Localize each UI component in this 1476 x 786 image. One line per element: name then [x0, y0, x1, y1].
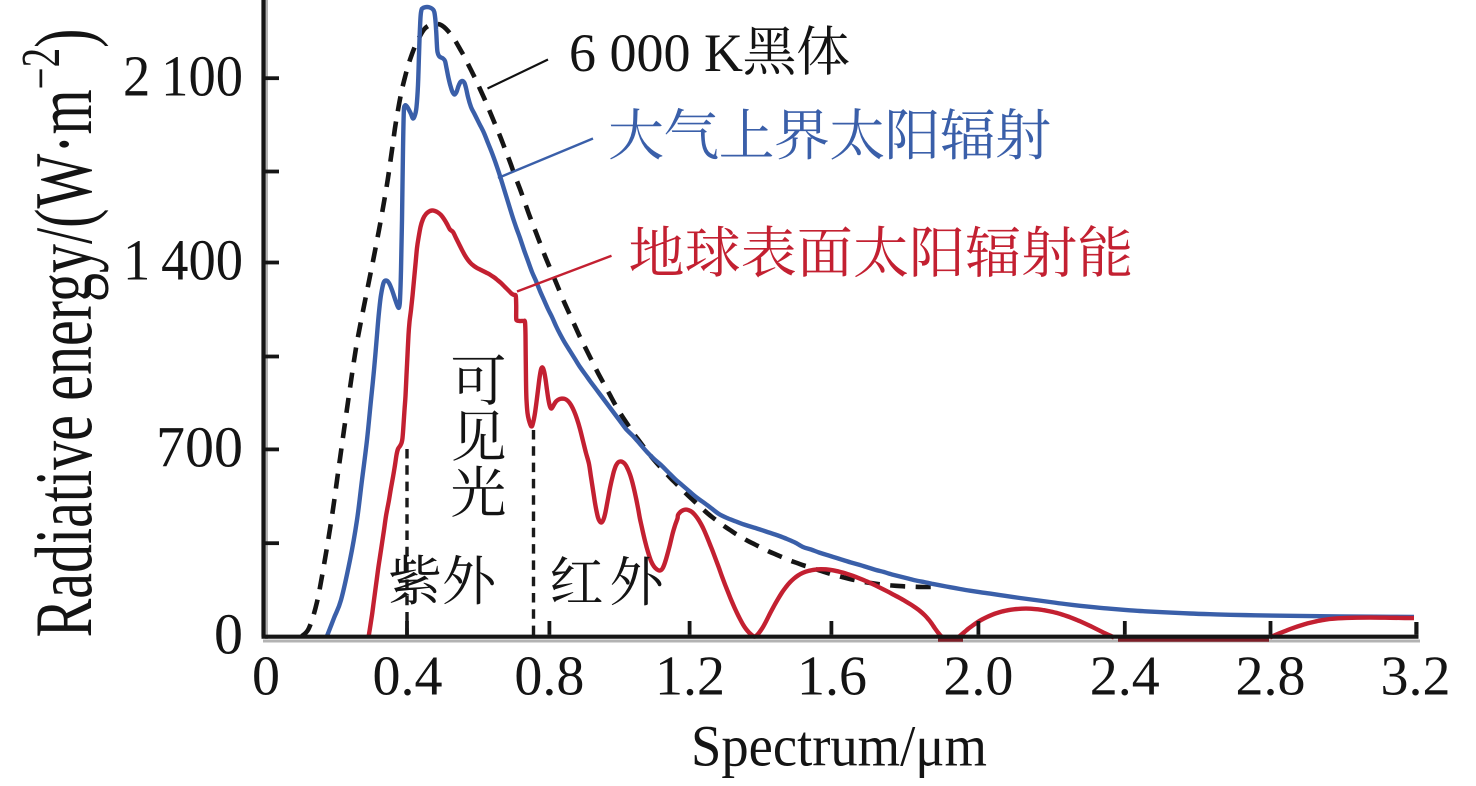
svg-text:1 400: 1 400: [123, 228, 243, 293]
svg-text:700: 700: [156, 415, 243, 480]
svg-text:2.0: 2.0: [943, 646, 1013, 708]
svg-text:2 100: 2 100: [123, 44, 243, 109]
svg-text:0.8: 0.8: [514, 646, 584, 708]
svg-text:2.4: 2.4: [1090, 646, 1160, 708]
svg-text:0: 0: [252, 646, 280, 708]
svg-text:6 000 K: 6 000 K: [569, 23, 743, 83]
svg-text:Spectrum/μm: Spectrum/μm: [691, 714, 987, 779]
svg-text:1.6: 1.6: [797, 646, 867, 708]
svg-text:Radiative energy/(W·m−2): Radiative energy/(W·m−2): [12, 29, 110, 638]
svg-text:0: 0: [214, 602, 243, 667]
svg-text:1.2: 1.2: [655, 646, 725, 708]
svg-text:0.4: 0.4: [373, 646, 443, 708]
svg-text:2.8: 2.8: [1236, 646, 1306, 708]
svg-text:3.2: 3.2: [1381, 646, 1451, 708]
